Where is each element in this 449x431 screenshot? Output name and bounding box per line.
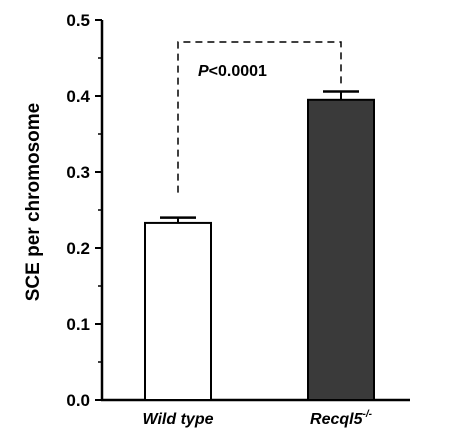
p-value-text: <0.0001 <box>209 63 267 80</box>
bar <box>144 221 212 401</box>
y-tick-label: 0.3 <box>66 163 90 182</box>
x-category-superscript: -/- <box>363 409 373 420</box>
y-tick-label: 0.4 <box>66 87 90 106</box>
y-tick-label: 0.2 <box>66 239 90 258</box>
significance-bracket <box>177 41 342 193</box>
significance-annotation: P<0.0001 <box>177 41 342 193</box>
x-category-label: Wild type <box>143 411 214 428</box>
y-axis-label: SCE per chromosome <box>23 103 44 302</box>
y-tick-label: 0.1 <box>66 315 90 334</box>
bars: Wild type Recql5-/- <box>143 90 375 428</box>
x-category-label: Recql5-/- <box>310 409 373 428</box>
y-tick-label: 0.5 <box>66 11 90 30</box>
p-value-symbol: P <box>198 63 209 80</box>
y-tick-label: 0.0 <box>66 391 90 410</box>
p-value-label: P<0.0001 <box>198 63 267 80</box>
bar <box>307 98 375 402</box>
